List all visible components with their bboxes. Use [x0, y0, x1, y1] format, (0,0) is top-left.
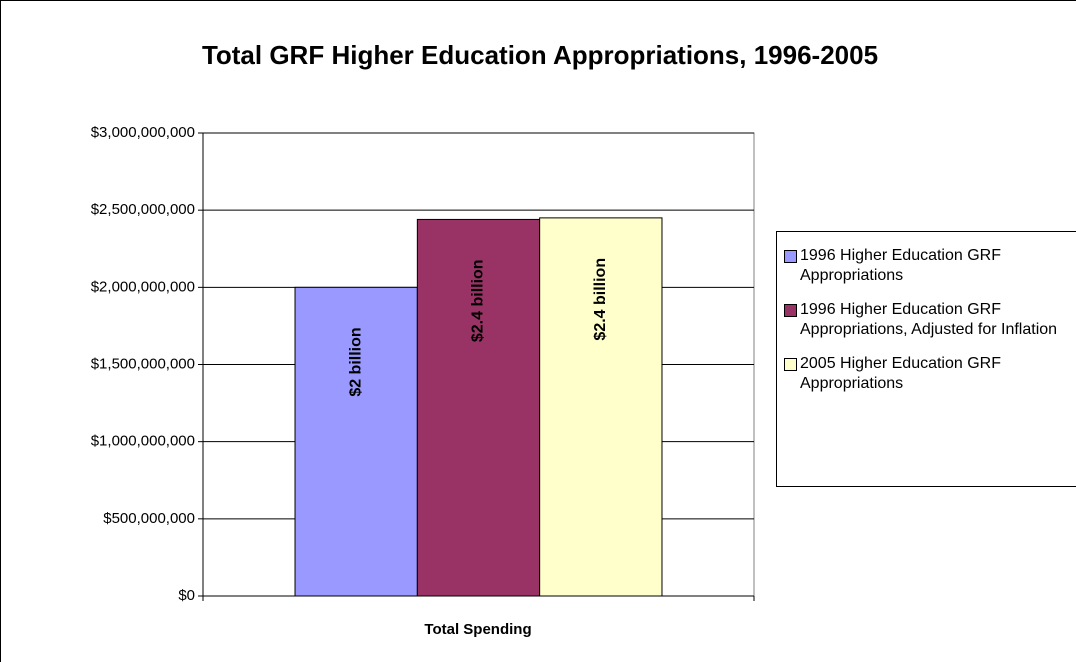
- bar: [416, 218, 541, 597]
- y-tick-label: $2,000,000,000: [91, 278, 195, 295]
- data-label: $2 billion: [347, 327, 364, 396]
- y-tick-label: $0: [178, 587, 195, 604]
- bar: [294, 286, 418, 597]
- legend-swatch: [784, 358, 797, 371]
- legend-label: 1996 Higher Education GRF Appropriations: [800, 247, 1001, 284]
- y-tick-label: $500,000,000: [103, 510, 195, 527]
- data-label: $2.4 billion: [592, 258, 609, 341]
- legend-entry: 1996 Higher Education GRF Appropriations: [784, 246, 1076, 286]
- legend-label: 1996 Higher Education GRF Appropriations…: [800, 301, 1058, 338]
- y-tick-label: $2,500,000,000: [91, 201, 195, 218]
- y-tick-label: $1,000,000,000: [91, 433, 195, 450]
- legend: 1996 Higher Education GRF Appropriations…: [776, 231, 1076, 487]
- bar: [539, 217, 663, 597]
- x-axis-label: Total Spending: [424, 621, 531, 638]
- data-label: $2.4 billion: [470, 259, 487, 342]
- legend-swatch: [784, 250, 797, 263]
- legend-swatch: [784, 304, 797, 317]
- legend-entry: 2005 Higher Education GRF Appropriations: [784, 354, 1076, 394]
- y-tick-label: $1,500,000,000: [91, 355, 195, 372]
- legend-entry: 1996 Higher Education GRF Appropriations…: [784, 300, 1076, 340]
- y-tick-label: $3,000,000,000: [91, 124, 195, 141]
- chart-title: Total GRF Higher Education Appropriation…: [202, 40, 878, 70]
- legend-label: 2005 Higher Education GRF Appropriations: [800, 355, 1001, 392]
